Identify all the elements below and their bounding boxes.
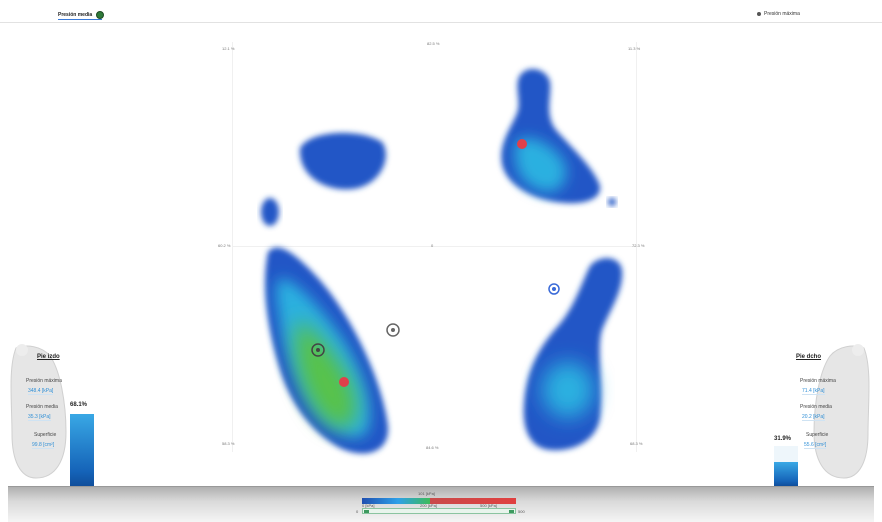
right-foot-outline-icon [813,344,870,479]
right-load-bar-fill [774,462,798,486]
scale-tick-1: 200 [kPa] [420,503,437,508]
left-foot-title: Pie izdo [37,354,60,360]
right-forefoot-blob [501,68,601,204]
left-foot-outline-icon [10,344,67,479]
range-max-label: 500 [518,509,525,514]
bottom-panel [8,486,874,522]
right-cop-marker[interactable] [548,283,560,295]
left-mean-pressure-value: 35.3 [kPa] [28,414,51,421]
left-toe-blob [261,198,279,226]
scale-tick-2: 500 [kPa] [480,503,497,508]
range-max-handle[interactable] [509,510,514,513]
grid-label-top-right: 11.3 % [628,46,641,51]
left-load-bar [70,414,94,486]
right-foot-title: Pie dcho [796,354,822,360]
active-underline [58,19,102,20]
center-cop-marker[interactable] [386,323,400,337]
grid-label-bottom-center: 84.6 % [426,445,439,450]
scale-tick-0: 0 [kPa] [362,503,375,508]
mean-pressure-label: Presión media [58,12,93,18]
scale-segment-red [430,498,516,504]
right-max-pressure-label: Presión máxima [800,378,836,384]
max-pressure-toggle[interactable]: Presión máxima [757,11,800,17]
left-foot-percent: 68.1% [70,402,88,408]
grid-label-mid-left: 60.2 % [218,243,231,248]
range-min-handle[interactable] [364,510,369,513]
grid-label-top-left: 12.1 % [222,46,235,51]
scale-title: 101 [kPa] [418,491,435,496]
grid-label-top-center: 82.5 % [427,41,440,46]
scale-segment-green [398,498,430,504]
right-mean-pressure-value: 20.2 [kPa] [802,414,825,421]
right-foot-percent: 31.9% [774,436,792,442]
left-cop-marker[interactable] [311,343,325,357]
heatmap-svg [261,68,623,454]
left-max-pressure-label: Presión máxima [26,378,62,384]
grid-label-bottom-left: 58.3 % [222,441,235,446]
grid-line [636,42,637,452]
right-max-pressure-value: 71.4 [kPa] [802,388,825,395]
radio-dot-icon[interactable] [757,12,761,16]
left-mean-pressure-label: Presión media [26,404,58,410]
grid-line [232,42,233,452]
right-surface-label: Superficie [806,432,829,438]
right-surface-value: 55.6 [cm²] [804,442,827,449]
grid-label-mid-center: 0 [431,243,434,248]
range-min-label: 0 [356,509,359,514]
left-heel-blob [265,247,389,454]
mean-pressure-toggle[interactable]: Presión media [58,11,105,20]
left-forefoot-blob [299,132,386,190]
right-load-bar [774,446,798,486]
left-surface-label: Superficie [34,432,57,438]
right-mean-pressure-label: Presión media [800,404,832,410]
left-peak-marker [339,377,349,387]
right-peak-marker [517,139,527,149]
range-slider[interactable] [362,508,516,514]
right-small-toe-blob [608,198,616,206]
grid-label-mid-right: 72.3 % [632,243,645,248]
max-pressure-label: Presión máxima [764,11,800,17]
pressure-color-scale [362,498,516,506]
left-max-pressure-value: 348.4 [kPa] [28,388,54,395]
left-surface-value: 99.8 [cm²] [32,442,55,449]
right-heel-blob [523,258,623,451]
pressure-map: 12.1 % 82.5 % 11.3 % 60.2 % 0 72.3 % 58.… [120,30,760,470]
grid-label-bottom-right: 68.3 % [630,441,643,446]
toggle-icon[interactable] [96,11,105,19]
left-load-bar-fill [70,414,94,486]
toolbar: Presión media Presión máxima [0,0,882,23]
grid-line [232,246,637,247]
scale-segment-blue [362,498,398,504]
